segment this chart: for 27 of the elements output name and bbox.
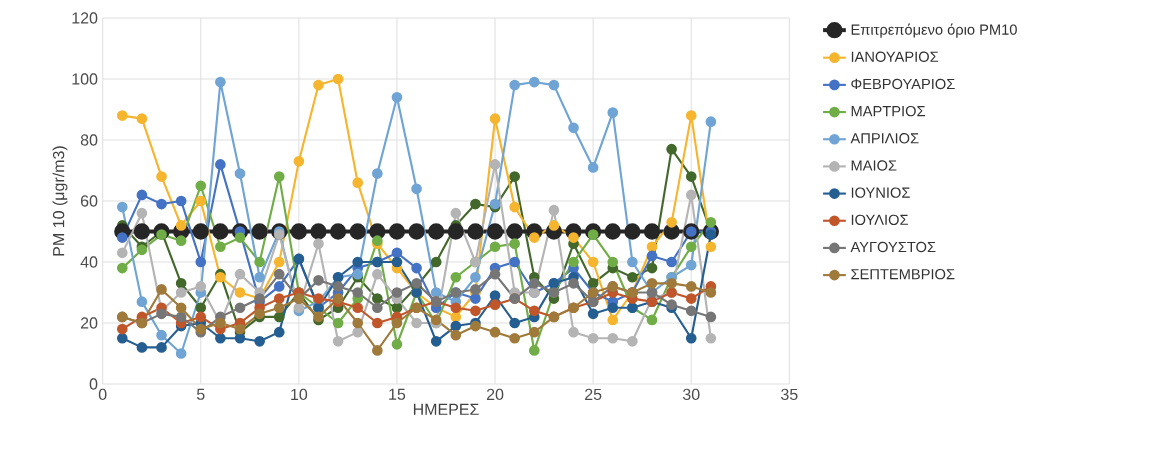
x-axis-title: ΗΜΕΡΕΣ bbox=[413, 403, 479, 415]
x-tick-label: 5 bbox=[196, 388, 205, 400]
x-tick-label: 30 bbox=[682, 388, 700, 401]
legend-label: ΙΑΝΟΥΑΡΙΟΣ bbox=[851, 51, 939, 62]
legend-label: ΜΑΡΤΡΙΟΣ bbox=[851, 105, 925, 117]
legend-label: ΑΥΓΟΥΣΤΟΣ bbox=[850, 241, 936, 253]
legend-label: ΜΑΙΟΣ bbox=[851, 160, 897, 171]
x-tick-label: 10 bbox=[291, 388, 308, 401]
y-tick-label: 80 bbox=[80, 134, 98, 146]
x-tick-label: 35 bbox=[781, 388, 798, 401]
legend-label: ΑΠΡΙΛΙΟΣ bbox=[850, 133, 919, 144]
legend-label: ΦΕΒΡΟΥΑΡΙΟΣ bbox=[851, 78, 955, 90]
y-tick-label: 0 bbox=[89, 378, 98, 390]
y-tick-label: 100 bbox=[72, 73, 98, 85]
x-tick-label: 15 bbox=[389, 388, 406, 400]
y-tick-label: 40 bbox=[80, 256, 98, 268]
y-tick-label: 20 bbox=[80, 317, 98, 329]
x-tick-label: 25 bbox=[585, 388, 602, 401]
y-tick-label: 120 bbox=[72, 12, 98, 24]
y-tick-label: 60 bbox=[80, 195, 98, 207]
y-axis-title: PM 10 (μgr/m3) bbox=[52, 146, 68, 256]
legend-label: ΣΕΠΤΕΜΒΡΙΟΣ bbox=[851, 268, 955, 280]
x-tick-label: 20 bbox=[486, 388, 504, 401]
legend-label: Επιτρεπόμενο όριο PM10 bbox=[851, 23, 1017, 38]
x-tick-label: 0 bbox=[98, 388, 107, 401]
legend-label: ΙΟΥΝΙΟΣ bbox=[851, 187, 910, 198]
legend-label: ΙΟΥΛΙΟΣ bbox=[851, 214, 908, 226]
